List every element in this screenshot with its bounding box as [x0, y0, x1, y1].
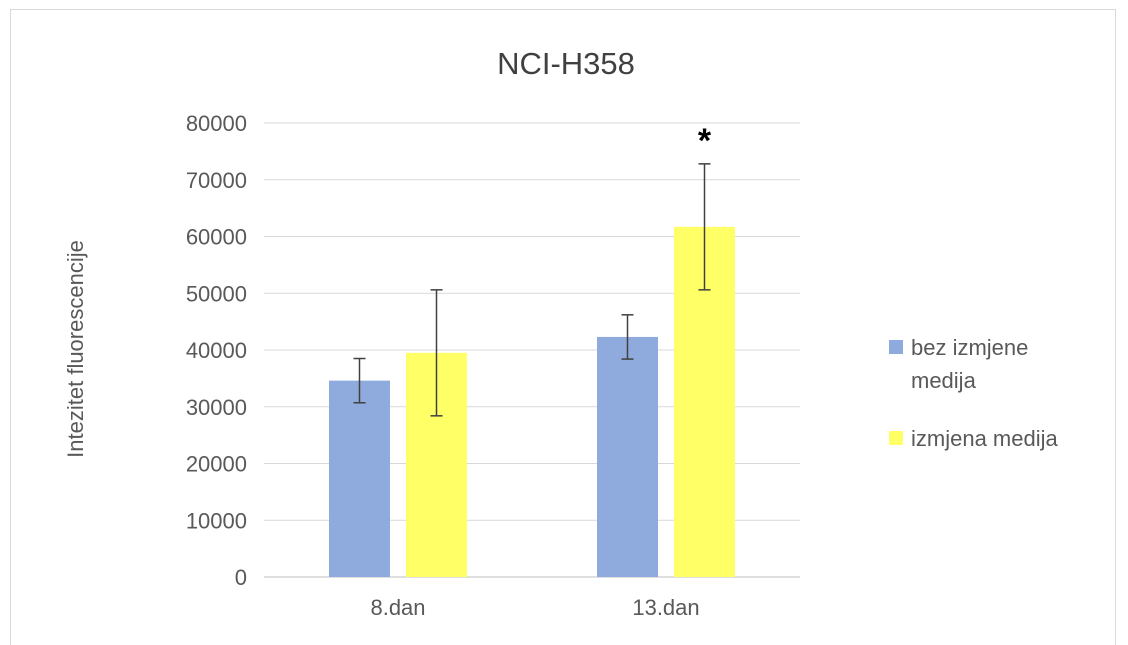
y-tick-label: 30000	[186, 395, 247, 420]
y-tick-label: 50000	[186, 281, 247, 306]
bars	[329, 226, 735, 578]
y-tick-label: 40000	[186, 338, 247, 363]
significance-marker: *	[698, 122, 712, 160]
error-bar	[698, 163, 711, 291]
y-tick-label: 0	[235, 565, 247, 590]
y-tick-label: 60000	[186, 225, 247, 250]
legend: bez izmjene medija izmjena medija	[889, 335, 1058, 451]
legend-item: izmjena medija	[889, 426, 1058, 451]
chart-title: NCI-H358	[497, 46, 635, 81]
x-tick-label: 13.dan	[632, 595, 699, 620]
x-tick-label: 8.dan	[370, 595, 425, 620]
annotations: *	[698, 122, 712, 160]
error-bars	[353, 163, 711, 417]
legend-swatch	[889, 431, 903, 445]
y-tick-label: 70000	[186, 168, 247, 193]
y-tick-label: 10000	[186, 508, 247, 533]
bar-8dan-series1	[329, 380, 390, 577]
legend-item: bez izmjene medija	[889, 335, 1028, 393]
legend-swatch	[889, 340, 903, 354]
chart-frame	[10, 9, 1116, 645]
error-bar	[353, 357, 366, 404]
error-bar	[430, 289, 443, 417]
legend-label: bez izmjene	[911, 335, 1028, 360]
bar-13dan-series1	[597, 336, 658, 577]
error-bar	[621, 314, 634, 360]
y-tick-labels: 0 10000 20000 30000 40000 50000 60000 70000 8000…	[186, 111, 247, 590]
legend-label: medija	[911, 368, 977, 393]
legend-label: izmjena medija	[911, 426, 1058, 451]
y-axis-title: Intezitet fluorescencije	[63, 240, 88, 458]
x-tick-labels: 8.dan 13.dan	[370, 595, 699, 620]
y-tick-label: 20000	[186, 452, 247, 477]
y-tick-label: 80000	[186, 111, 247, 136]
